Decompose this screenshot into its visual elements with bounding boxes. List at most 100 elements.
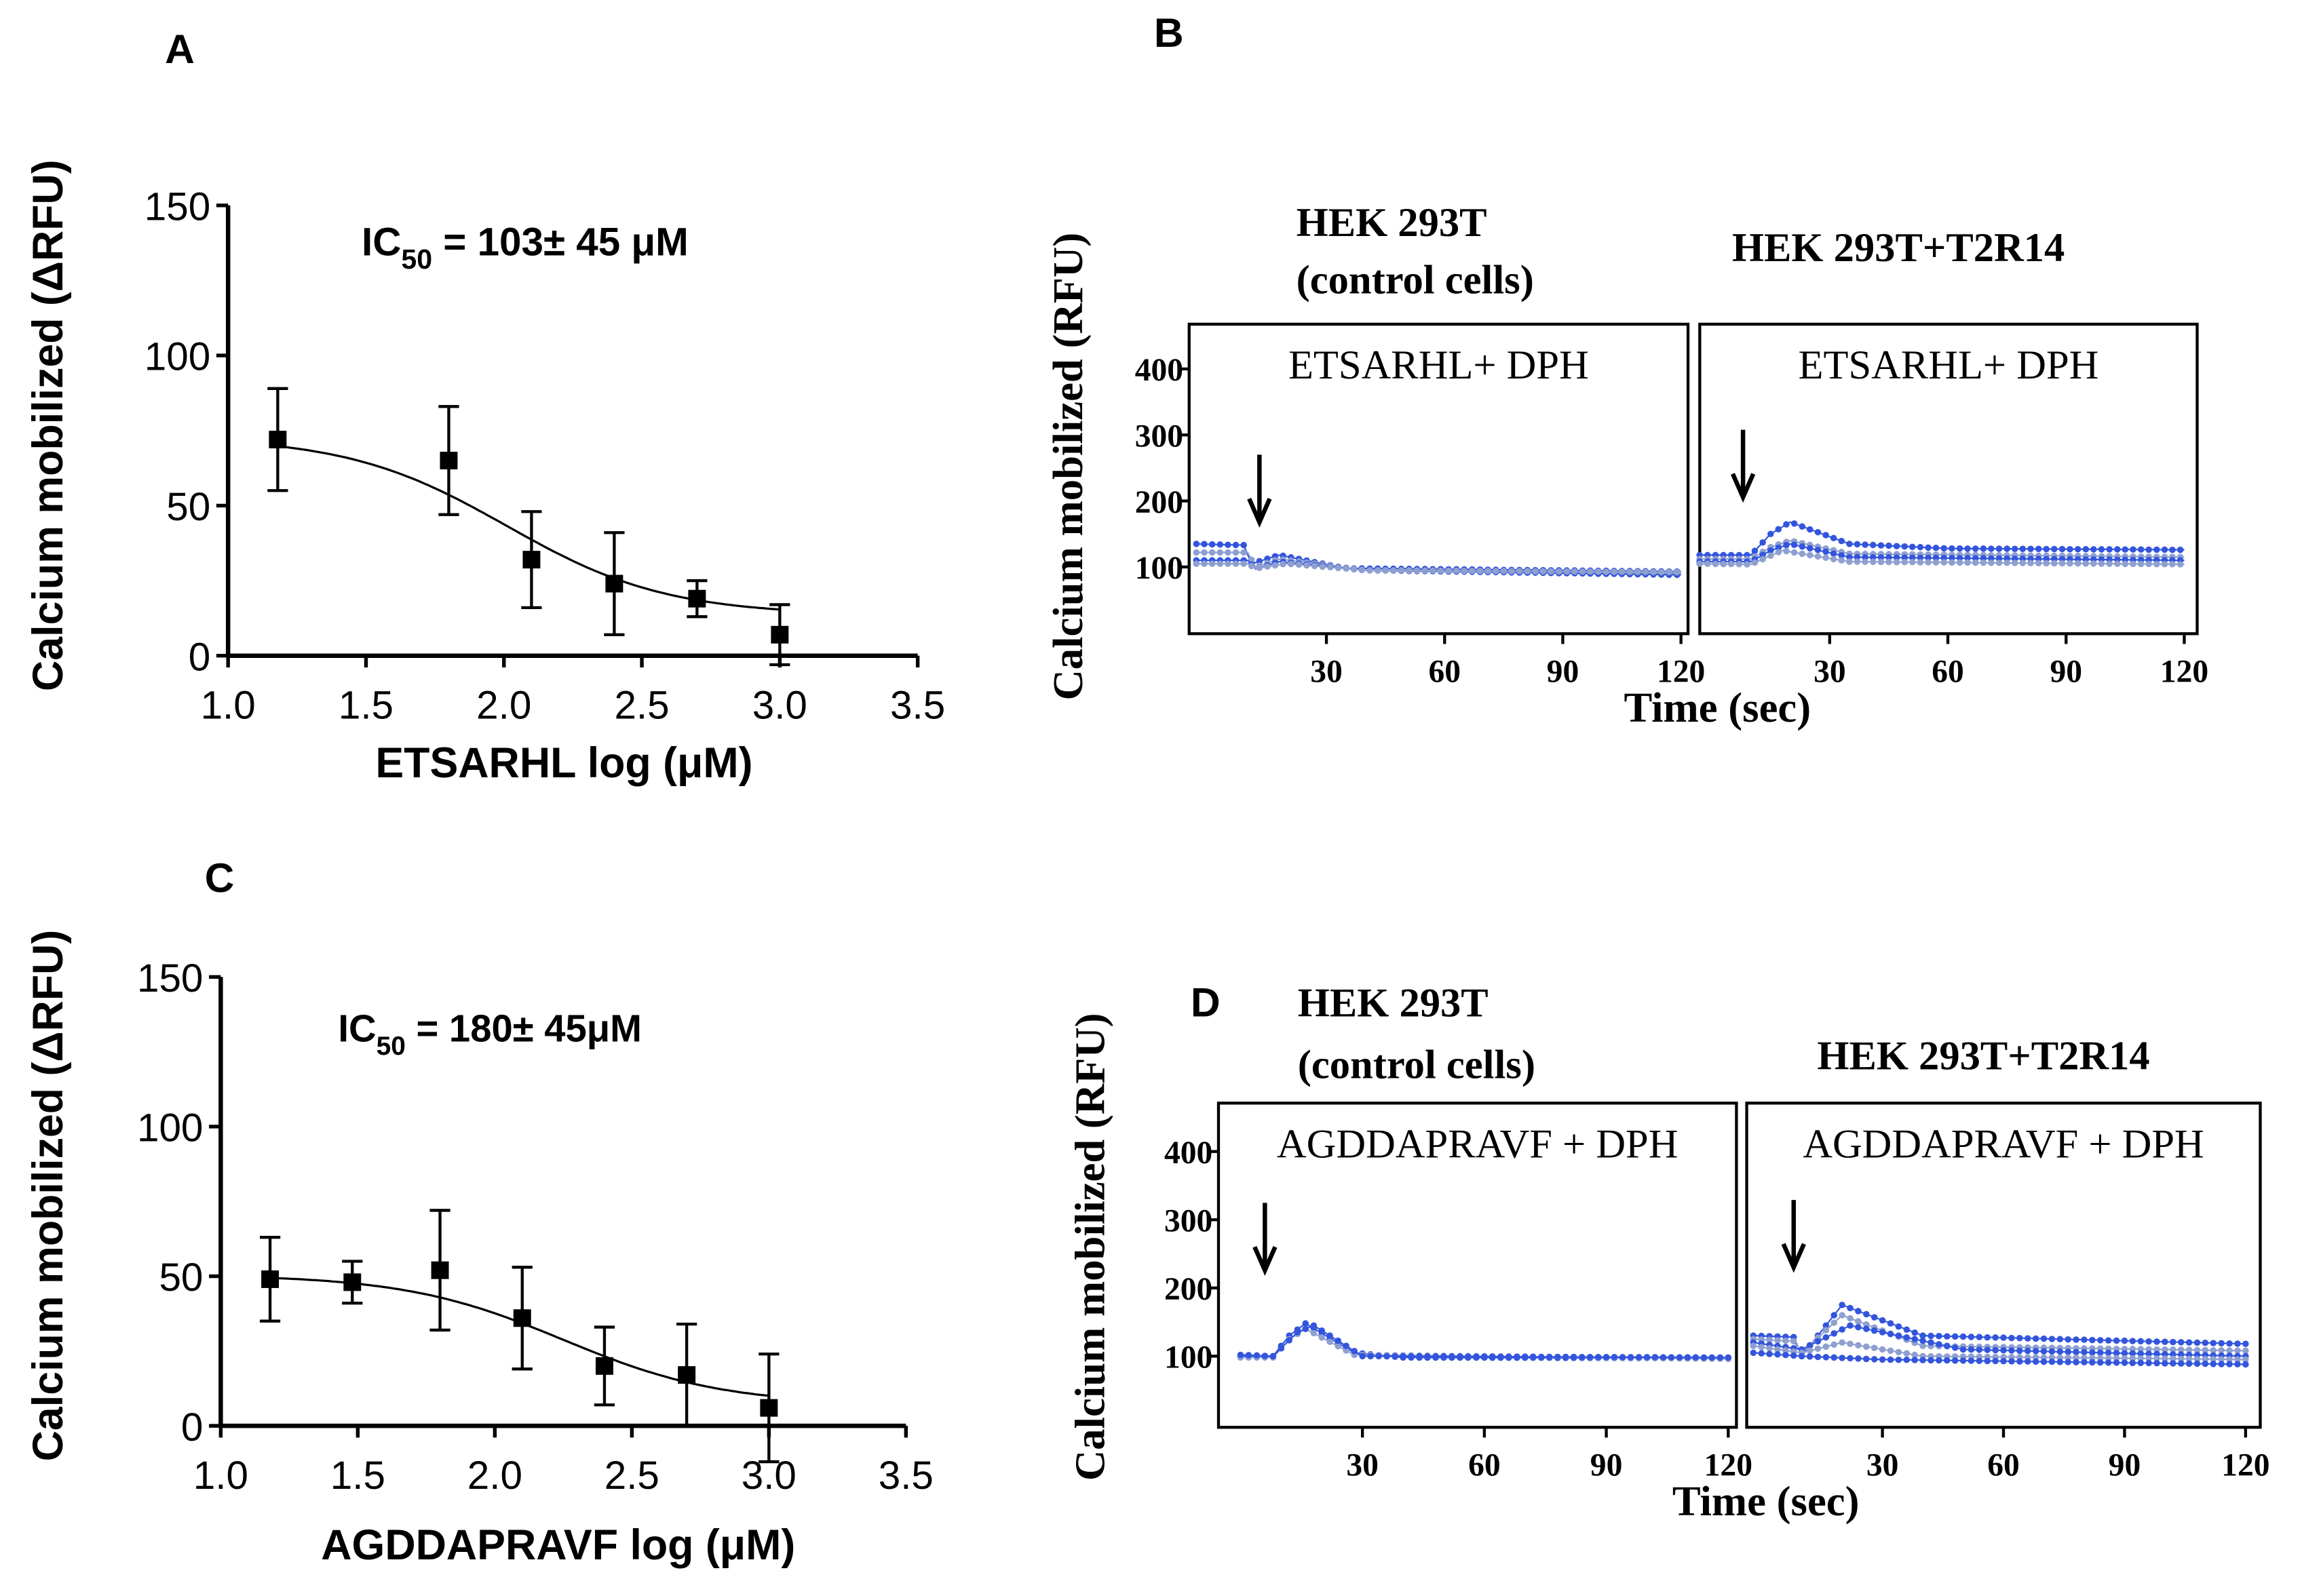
trace-point <box>1416 1352 1423 1360</box>
trace-point <box>1855 1323 1862 1331</box>
trace-point <box>1532 568 1539 575</box>
trace-point <box>2137 546 2145 553</box>
left-title-line1: HEK 293T <box>1298 981 1489 1026</box>
trace-point <box>1245 1352 1252 1359</box>
trace-point <box>1758 1350 1765 1357</box>
trace-point <box>1392 1352 1398 1360</box>
trace-point <box>2226 1340 2233 1347</box>
trace-point <box>2145 560 2152 568</box>
trace-point <box>2137 560 2145 568</box>
trace-point <box>1660 1354 1667 1361</box>
y-tick-label: 200 <box>1135 485 1183 520</box>
trace-point <box>2170 1355 2176 1363</box>
trace-point <box>2162 1338 2168 1345</box>
trace-point <box>1847 1340 1854 1347</box>
arrowhead-icon <box>1247 498 1272 528</box>
trace-point <box>1437 567 1444 575</box>
trace-point <box>2122 560 2129 568</box>
trace-point <box>2234 1347 2241 1354</box>
x-tick-label: 120 <box>1704 1448 1752 1483</box>
trace-point <box>2032 1358 2039 1365</box>
trace-point <box>1814 528 1822 536</box>
trace-point <box>1562 1353 1569 1361</box>
y-tick-label: 100 <box>1135 551 1183 586</box>
trace-point <box>2016 1358 2023 1365</box>
trace-point <box>1799 550 1806 558</box>
trace-point <box>1716 1354 1724 1361</box>
trace-point <box>1846 541 1853 547</box>
trace-point <box>1830 1330 1837 1337</box>
trace-point <box>1903 1326 1911 1334</box>
trace-point <box>2193 1360 2201 1367</box>
trace-point <box>2043 545 2050 553</box>
trace-point <box>2090 546 2097 553</box>
trace-point <box>1650 568 1657 576</box>
x-tick-label: 120 <box>2221 1448 2269 1483</box>
trace-point <box>2090 560 2097 567</box>
trace-point <box>1193 541 1200 547</box>
x-tick-label: 1.5 <box>339 684 394 728</box>
trace-point <box>2121 1359 2128 1366</box>
trace-point <box>1278 1344 1285 1352</box>
trace-point <box>1256 564 1263 571</box>
trace-point <box>1799 523 1806 530</box>
trace-point <box>1936 1341 1942 1348</box>
trace-point <box>1949 554 1955 562</box>
trace-point <box>2098 546 2105 553</box>
trace-point <box>1782 1351 1789 1359</box>
arrowhead-icon <box>1781 1243 1806 1273</box>
data-point <box>261 1270 280 1288</box>
trace-point <box>2067 545 2073 553</box>
trace-point <box>1750 1342 1757 1350</box>
trace-point <box>1782 1347 1789 1354</box>
trace-point <box>1854 541 1861 548</box>
trace-point <box>1807 551 1814 559</box>
trace-point <box>1720 560 1727 568</box>
ic50-annotation: IC50 = 103± 45 μM <box>362 220 689 274</box>
trace-point <box>2210 1346 2217 1354</box>
trace-point <box>1863 1355 1870 1363</box>
trace-point <box>1248 562 1255 570</box>
trace-point <box>2176 561 2184 568</box>
trace-point <box>1775 549 1782 556</box>
trace-point <box>1847 1304 1854 1312</box>
plot-frame <box>1745 1102 2262 1429</box>
trace-point <box>1366 567 1373 574</box>
trace-point <box>1951 1344 1959 1351</box>
trace-point <box>1847 1322 1854 1329</box>
trace-point <box>2065 1336 2071 1343</box>
trace-point <box>2226 1347 2233 1354</box>
trace-point <box>2073 1359 2079 1366</box>
left-title-line2: (control cells) <box>1297 258 1534 303</box>
trace-point <box>1863 1325 1870 1332</box>
trace-point <box>1790 549 1798 556</box>
trace-point <box>1216 541 1224 548</box>
trace-point <box>2051 545 2058 553</box>
data-point <box>595 1357 613 1375</box>
x-axis-label: Time (sec) <box>1672 1477 1860 1525</box>
trace-point <box>1984 1346 1991 1353</box>
trace-point <box>1240 549 1247 556</box>
trace-point <box>1956 559 1963 566</box>
trace-point <box>2000 1346 2007 1354</box>
trace-point <box>2113 1350 2120 1357</box>
trace-point <box>2011 560 2018 566</box>
trace-point <box>1964 559 1971 566</box>
trace-point <box>1830 556 1837 562</box>
data-point <box>760 1399 778 1417</box>
trace-point <box>2137 1346 2144 1352</box>
trace-point <box>1676 1354 1683 1361</box>
trace-point <box>1976 1346 1983 1353</box>
trace-point <box>1489 1353 1496 1360</box>
trace-point <box>2032 1348 2039 1355</box>
trace-point <box>1193 549 1200 556</box>
trace-point <box>1766 1336 1773 1344</box>
trace-point <box>1917 543 1924 551</box>
trace-point <box>1862 541 1868 548</box>
trace-point <box>1911 1351 1918 1359</box>
trace-point <box>2027 545 2034 553</box>
trace-point <box>2153 1350 2160 1357</box>
trace-point <box>1759 556 1766 563</box>
trace-point <box>2145 1350 2152 1357</box>
trace-point <box>1911 1329 1918 1336</box>
